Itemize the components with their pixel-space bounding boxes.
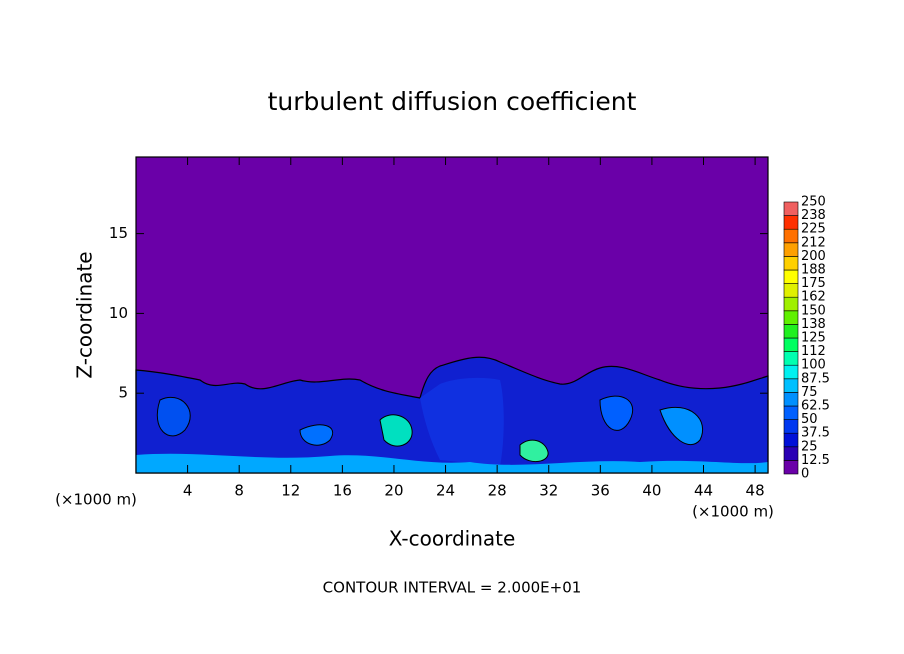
colorbar-label: 162 (801, 290, 826, 305)
turbulent-region (519, 439, 549, 463)
chart-title: turbulent diffusion coefficient (268, 87, 637, 116)
x-tick-label: 20 (384, 482, 403, 500)
x-tick-label: 28 (488, 482, 507, 500)
colorbar-label: 25 (801, 439, 818, 454)
colorbar-label: 62.5 (801, 399, 830, 414)
x-tick-label: 12 (281, 482, 300, 500)
colorbar-band (783, 242, 799, 257)
colorbar-label: 75 (801, 385, 818, 400)
colorbar-band (783, 283, 799, 298)
colorbar-label: 188 (801, 263, 826, 278)
colorbar-label: 250 (801, 195, 826, 210)
turbulent-region (659, 406, 704, 446)
x-tick-label: 48 (746, 482, 765, 500)
x-tick-label: 4 (183, 482, 193, 500)
turbulent-region (299, 424, 333, 446)
colorbar-band (783, 337, 799, 352)
y-tick-label: 10 (109, 304, 128, 322)
x-tick-label: 16 (333, 482, 352, 500)
turbulent-region (420, 377, 504, 466)
colorbar-label: 0 (801, 467, 809, 482)
colorbar-label: 125 (801, 331, 826, 346)
colorbar-band (783, 324, 799, 339)
colorbar-band (783, 215, 799, 230)
x-tick-label: 40 (642, 482, 661, 500)
y-unit: (×1000 m) (55, 491, 137, 509)
annotation: CONTOUR INTERVAL = 2.000E+01 (323, 579, 582, 597)
colorbar-band (783, 378, 799, 393)
colorbar-label: 238 (801, 208, 826, 223)
x-axis-label: X-coordinate (389, 527, 516, 551)
colorbar-label: 100 (801, 358, 826, 373)
colorbar-label: 175 (801, 276, 826, 291)
colorbar-band (783, 201, 799, 216)
colorbar-band (783, 364, 799, 380)
turbulent-region (156, 396, 191, 437)
colorbar-label: 87.5 (801, 371, 830, 386)
colorbar-band (783, 460, 799, 475)
x-tick-label: 8 (234, 482, 244, 500)
colorbar-band (783, 269, 799, 284)
x-tick-label: 44 (694, 482, 713, 500)
colorbar-label: 225 (801, 222, 826, 237)
field (135, 157, 769, 474)
colorbar-band (783, 256, 799, 271)
y-tick-label: 5 (118, 384, 128, 402)
colorbar-label: 200 (801, 249, 826, 264)
x-unit: (×1000 m) (692, 503, 774, 521)
x-tick-label: 32 (539, 482, 558, 500)
colorbar-label: 212 (801, 235, 826, 250)
colorbar-band (783, 446, 799, 461)
turbulent-region (136, 453, 768, 473)
x-tick-label: 36 (591, 482, 610, 500)
turbulent-region (599, 395, 634, 431)
colorbar-band (783, 228, 799, 244)
plot-frame (135, 156, 769, 474)
colorbar-band (783, 419, 799, 434)
colorbar-band (783, 392, 799, 407)
colorbar-band (783, 432, 799, 448)
colorbar-label: 12.5 (801, 453, 830, 468)
colorbar-label: 37.5 (801, 426, 830, 441)
colorbar-band (783, 310, 799, 325)
y-tick-label: 15 (109, 224, 128, 242)
colorbar-band (783, 296, 799, 312)
colorbar-band (783, 405, 799, 420)
colorbar-label: 50 (801, 412, 818, 427)
turbulent-region (379, 414, 413, 447)
x-tick-label: 24 (436, 482, 455, 500)
colorbar-label: 150 (801, 303, 826, 318)
colorbar-label: 112 (801, 344, 826, 359)
colorbar-band (783, 351, 799, 366)
y-axis-label: Z-coordinate (73, 251, 97, 378)
colorbar-label: 138 (801, 317, 826, 332)
